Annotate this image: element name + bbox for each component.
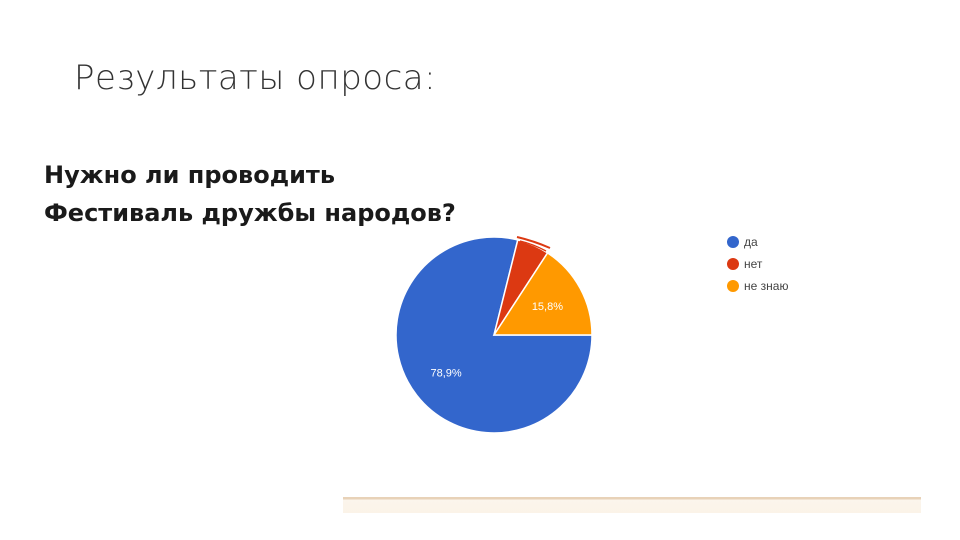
value-labels: 78,9% 15,8% (431, 301, 564, 379)
legend-label-0: да (744, 235, 758, 249)
slide-title: Результаты опроса: (74, 58, 437, 98)
bottom-decoration-strip (343, 497, 921, 513)
question-text: Нужно ли проводить Фестиваль дружбы наро… (44, 156, 456, 232)
legend-label-1: нет (744, 257, 763, 271)
slice-value-label-2: 15,8% (532, 301, 563, 313)
legend-marker-0 (727, 236, 739, 248)
question-line-2: Фестиваль дружбы народов? (44, 199, 456, 227)
chart-legend: да нет не знаю (727, 235, 788, 293)
legend-marker-1 (727, 258, 739, 270)
question-line-1: Нужно ли проводить (44, 161, 335, 189)
highlight-mark-2 (519, 240, 547, 252)
legend-marker-2 (727, 280, 739, 292)
pie-slice-0 (395, 236, 593, 434)
slice-value-label-0: 78,9% (431, 367, 462, 379)
legend-label-2: не знаю (744, 279, 788, 293)
pie-slices (395, 236, 593, 434)
pie-slice-2 (492, 251, 593, 336)
highlight-mark (516, 236, 551, 249)
